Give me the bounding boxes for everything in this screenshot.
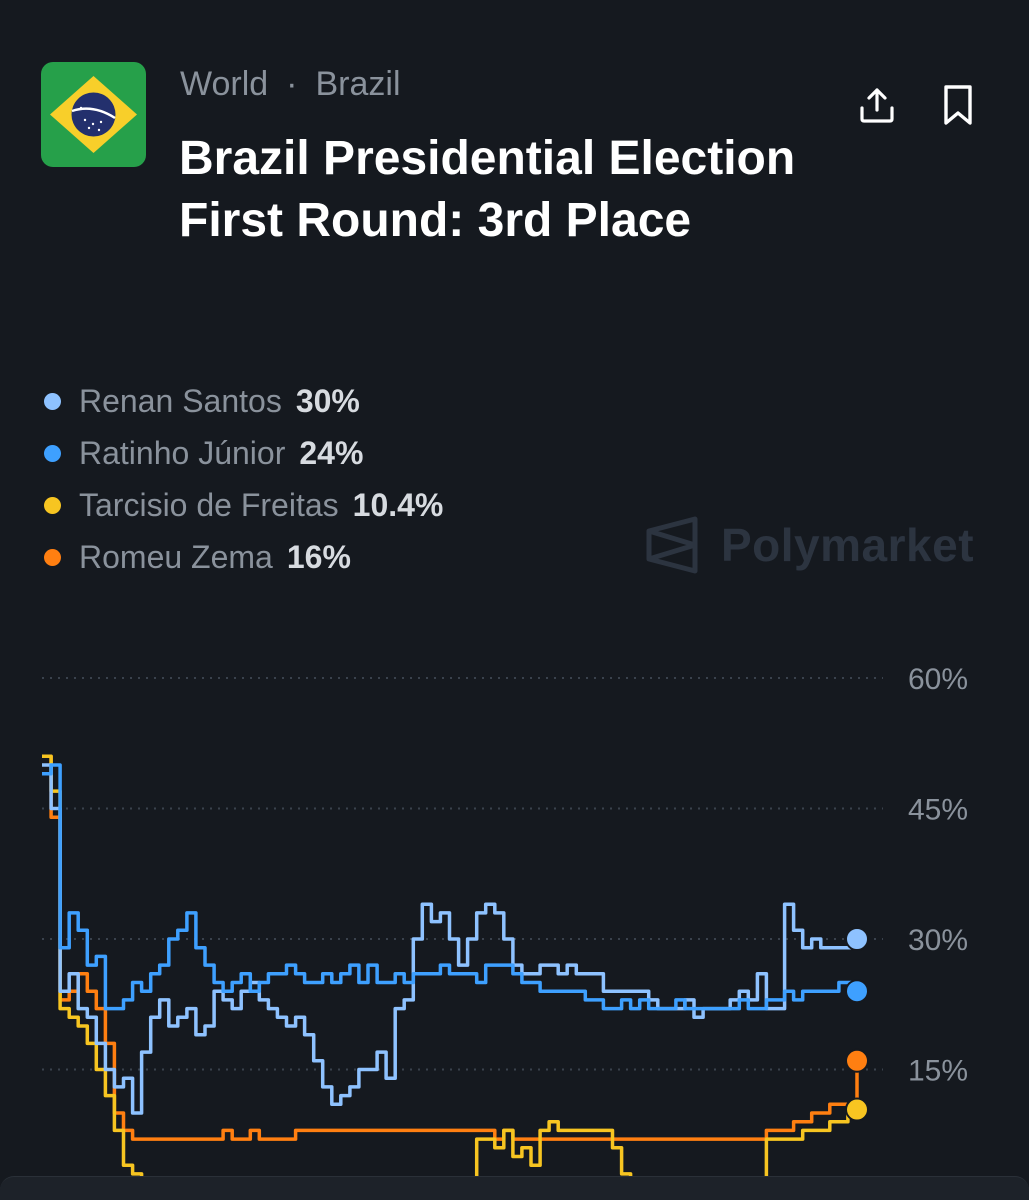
legend-item-renan-santos[interactable]: Renan Santos 30% [44,375,443,427]
polymarket-watermark: Polymarket [645,515,974,575]
end-point-marker [845,979,869,1004]
legend-dot [44,444,61,462]
share-button[interactable] [852,80,902,130]
legend-item-romeu-zema[interactable]: Romeu Zema 16% [44,531,443,583]
legend-dot [44,496,61,514]
bottom-panel [0,1176,1029,1200]
y-tick-label: 30% [908,924,968,957]
end-point-marker [845,1097,869,1122]
breadcrumb-separator: · [286,64,298,103]
share-icon [860,88,894,123]
breadcrumb-brazil[interactable]: Brazil [315,64,401,103]
bookmark-icon [944,85,972,125]
legend-dot [44,548,61,566]
series-line-tarcisio-de-freitas [42,754,859,1200]
polymarket-logo-icon [646,516,698,574]
watermark-text: Polymarket [721,519,975,571]
chart-legend: Renan Santos 30% Ratinho Júnior 24% Tarc… [44,375,443,583]
legend-value: 30% [295,382,360,419]
end-point-marker [845,1048,869,1073]
legend-item-ratinho-junior[interactable]: Ratinho Júnior 24% [44,427,443,479]
legend-value: 10.4% [352,486,444,523]
breadcrumb: World · Brazil [180,62,401,106]
bookmark-button[interactable] [933,80,983,130]
y-tick-label: 15% [908,1055,968,1088]
legend-item-tarcisio-de-freitas[interactable]: Tarcisio de Freitas 10.4% [44,479,443,531]
legend-name: Romeu Zema [79,538,273,575]
end-point-marker [845,927,869,951]
series-line-ratinho-j-nior [42,763,859,1011]
legend-value: 16% [286,538,351,575]
legend-dot [44,392,61,410]
series-line-renan-santos [42,763,859,1115]
y-tick-label: 60% [908,663,968,696]
series-line-romeu-zema [42,754,859,1141]
brazil-flag-icon [41,62,146,167]
legend-name: Renan Santos [79,382,282,419]
market-title: Brazil Presidential Election First Round… [179,132,796,247]
breadcrumb-world[interactable]: World [180,64,269,103]
y-tick-label: 45% [908,794,968,827]
legend-name: Tarcisio de Freitas [79,486,339,523]
legend-name: Ratinho Júnior [79,434,286,471]
legend-value: 24% [299,434,364,471]
